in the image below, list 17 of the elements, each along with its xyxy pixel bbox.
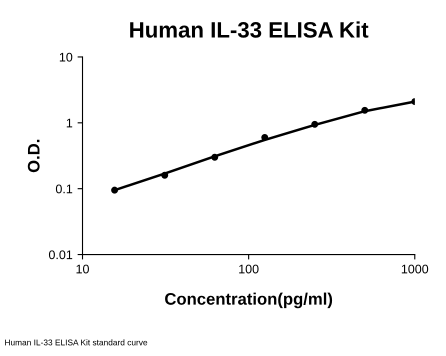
x-tick-label: 100 (239, 264, 259, 274)
point (111, 186, 118, 194)
chart-title: Human IL-33 ELISA Kit (130, 21, 368, 38)
point (361, 106, 368, 114)
point (211, 154, 218, 161)
x-tick-label: 1000 (402, 264, 428, 274)
text: Human IL-33 ELISA Kit standard curve (5, 339, 148, 346)
y-tick-label: 10 (60, 52, 72, 62)
y-tick-label: 1 (66, 118, 72, 128)
point (261, 134, 268, 141)
point (311, 120, 318, 128)
y-tick-label: 0.01 (48, 250, 72, 260)
point (161, 172, 168, 179)
x-axis-title: Concentration(pg/ml) (165, 292, 332, 308)
y-tick-label: 0.1 (56, 184, 72, 194)
x-tick-label: 10 (76, 264, 89, 274)
y-axis-title: O.D. (28, 140, 40, 172)
